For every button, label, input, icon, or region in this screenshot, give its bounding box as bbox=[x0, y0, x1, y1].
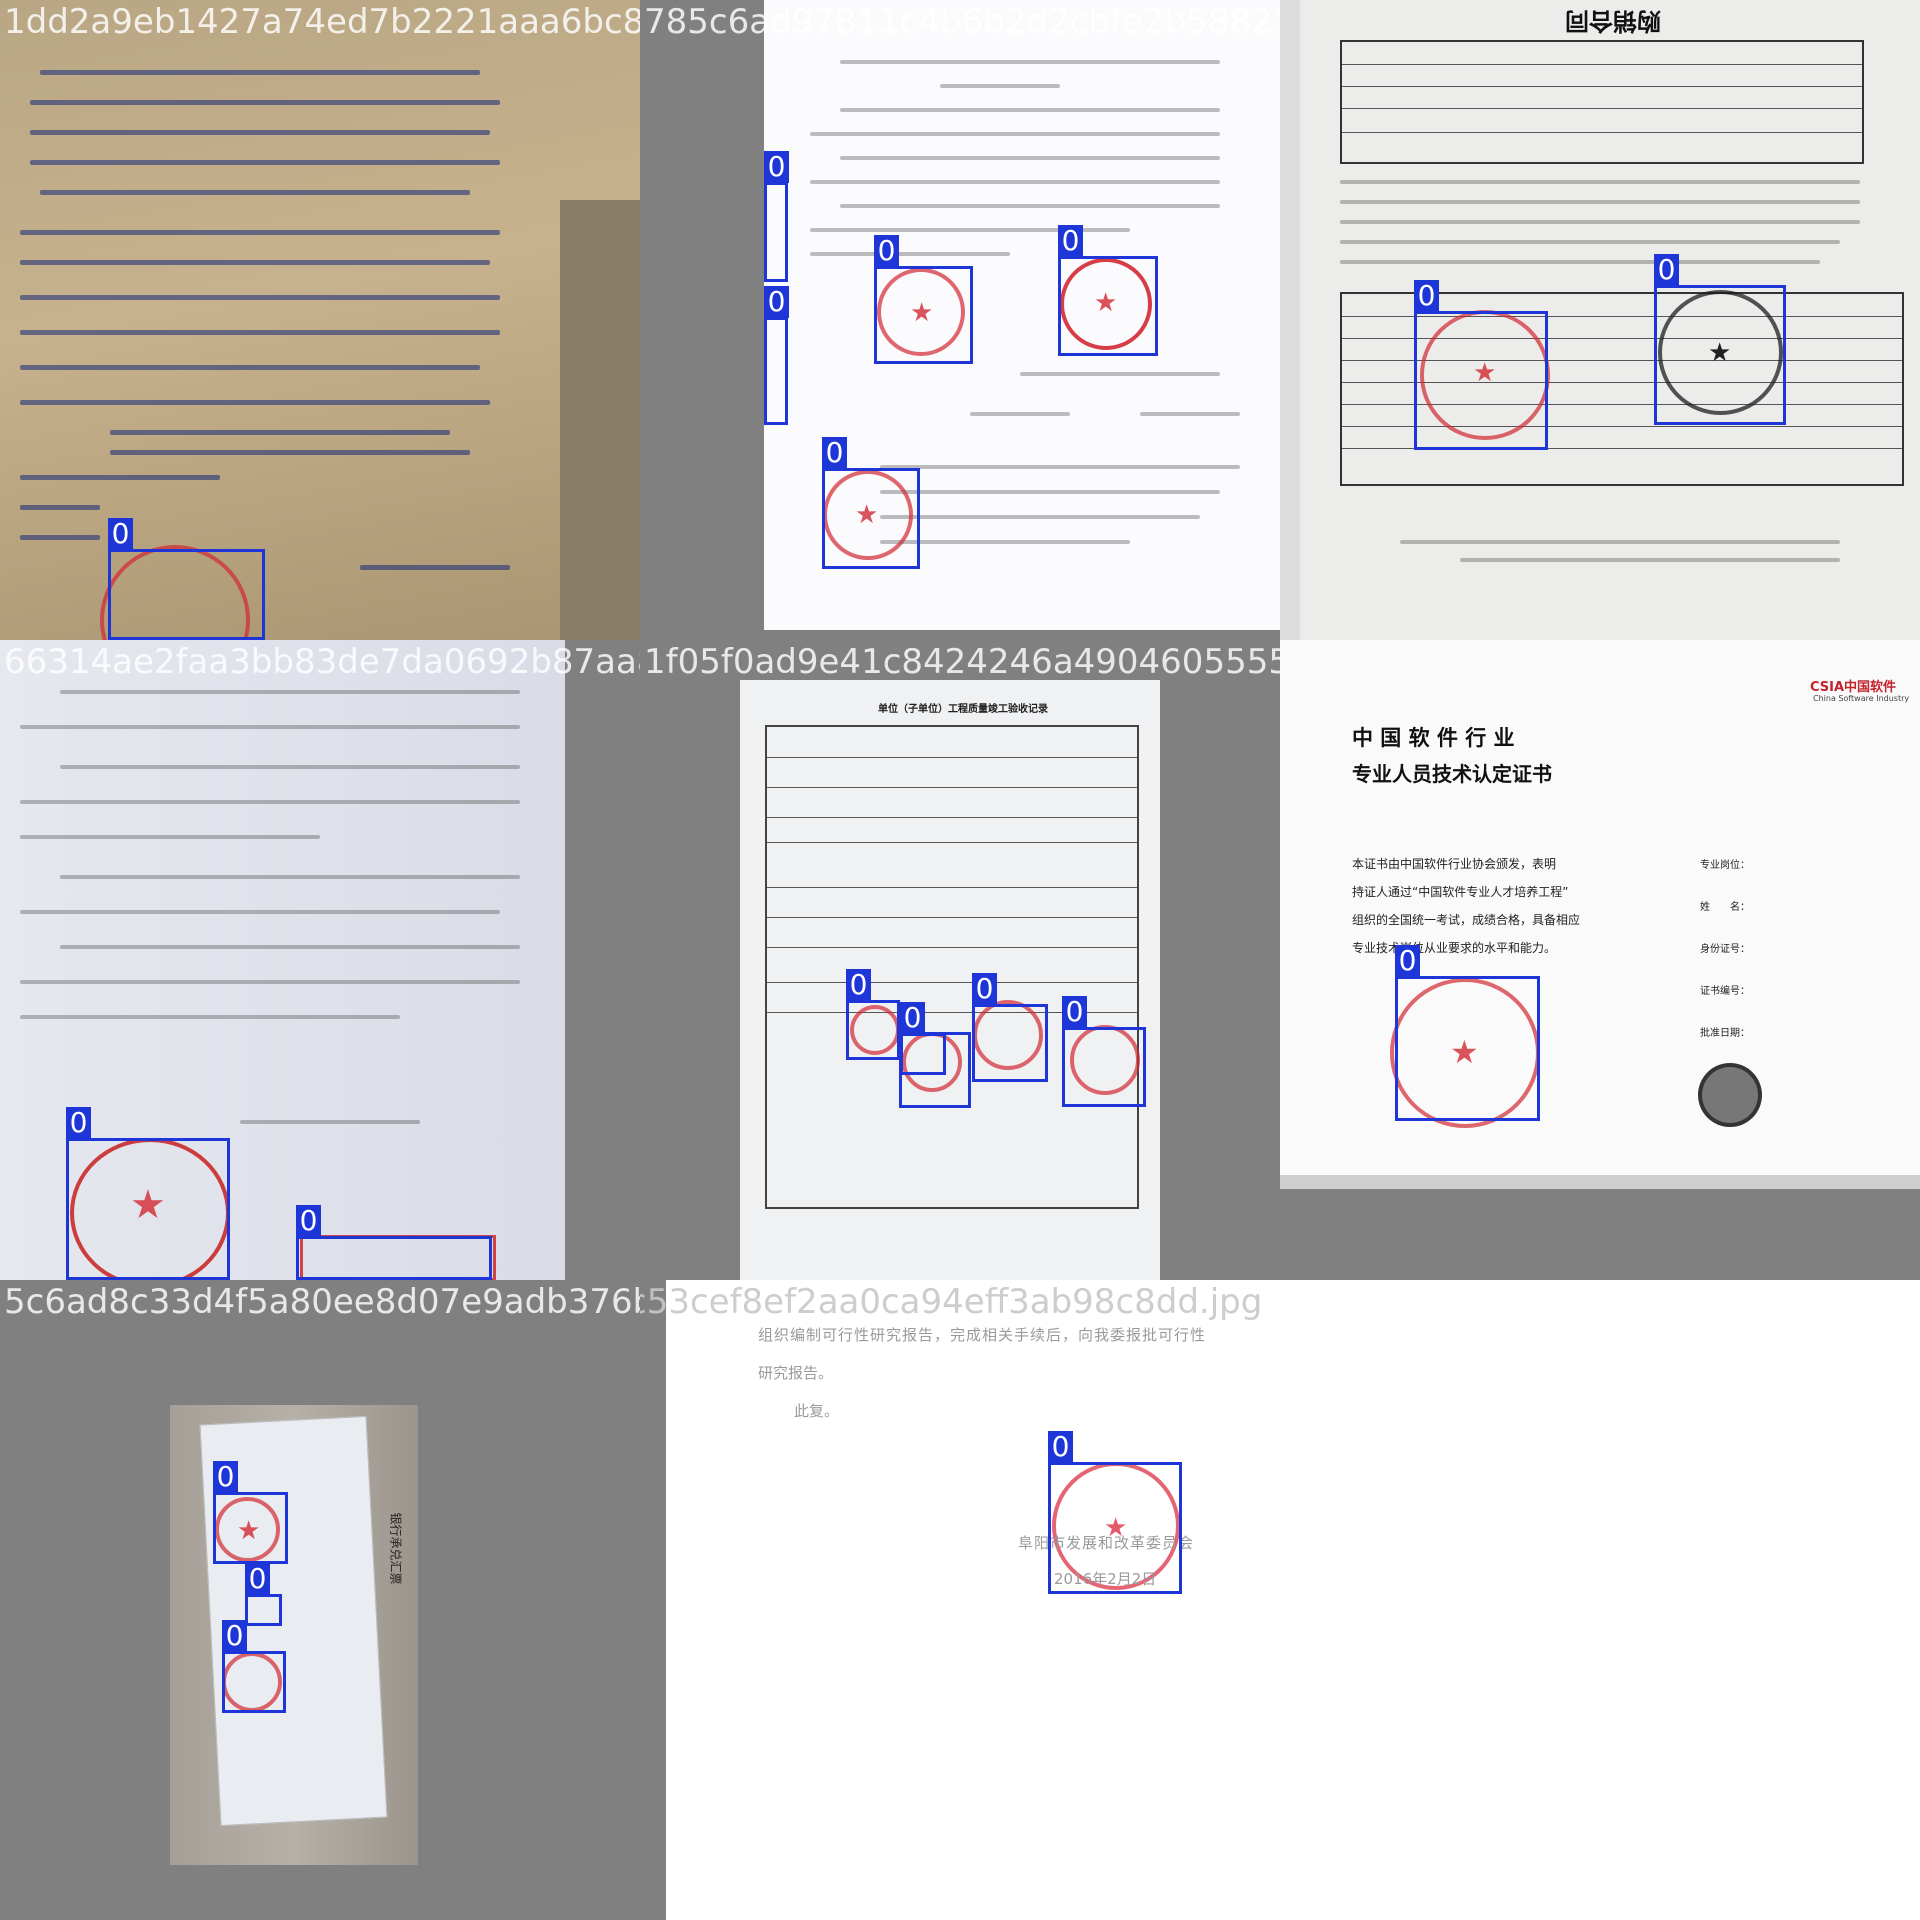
cert-body-line: 组织的全国统一考试，成绩合格，具备相应 bbox=[1352, 913, 1581, 927]
party-table bbox=[1340, 292, 1904, 486]
detection-label: 0 bbox=[1654, 254, 1679, 286]
detection-box: 0 bbox=[222, 1620, 286, 1713]
photo-seal bbox=[1698, 1063, 1762, 1127]
detection-box: 0 bbox=[296, 1205, 492, 1280]
bill-title: 银行承兑汇票 bbox=[388, 1512, 403, 1585]
paper-fold bbox=[560, 200, 640, 640]
detection-label: 0 bbox=[1414, 280, 1439, 312]
tile-7: 银行承兑汇票 ★ 0 0 0 5c6ad8c33d4f5a80ee8d07e9a… bbox=[0, 1280, 640, 1920]
detection-box: 0 bbox=[1048, 1431, 1182, 1594]
cert-body-line: 专业技术岗位从业要求的水平和能力。 bbox=[1352, 941, 1557, 955]
reply-date: 2016年2月2日 bbox=[1054, 1570, 1157, 1588]
acceptance-title: 单位（子单位）工程质量竣工验收记录 bbox=[878, 704, 1048, 715]
detection-box: 0 bbox=[108, 518, 265, 640]
detection-box: 0 bbox=[1414, 280, 1548, 450]
detection-label: 0 bbox=[213, 1461, 238, 1493]
tile-1: 0 1dd2a9eb1427a74ed7b2221aaa6bc8c78b.jpg bbox=[0, 0, 640, 640]
black-seal bbox=[1658, 290, 1783, 415]
cert-field: 批准日期： bbox=[1700, 1028, 1750, 1039]
tile-5: 单位（子单位）工程质量竣工验收记录 0 0 0 0 1f05f0ad9e41c8… bbox=[640, 640, 1280, 1280]
detection-box: 0 bbox=[874, 235, 973, 364]
red-seal bbox=[823, 470, 913, 560]
detection-label: 0 bbox=[764, 151, 789, 183]
reply-org: 阜阳市发展和改革委员会 bbox=[1018, 1534, 1195, 1552]
detection-label: 0 bbox=[846, 969, 871, 1001]
acceptance-table bbox=[765, 725, 1139, 1209]
red-seal bbox=[1060, 258, 1152, 350]
page bbox=[740, 680, 1160, 1280]
filename-label: 5c6ad8c33d4f5a80ee8d07e9adb376b0.jpg bbox=[4, 1282, 640, 1322]
certificate bbox=[1280, 640, 1920, 1189]
tile-8: 组织编制可行性研究报告，完成相关手续后，向我委报批可行性 研究报告。 此复。 ★… bbox=[640, 1280, 1920, 1920]
left-margin bbox=[640, 1280, 666, 1920]
detection-box bbox=[899, 1032, 971, 1108]
detection-label: 0 bbox=[222, 1620, 247, 1652]
detection-box: 0 bbox=[1058, 225, 1158, 356]
detection-box: 0 bbox=[245, 1563, 282, 1626]
detection-label: 0 bbox=[822, 437, 847, 469]
filename-label: 66314ae2faa3bb83de7da0692b87aa84.jpg bbox=[4, 642, 640, 682]
detection-box: 0 bbox=[846, 969, 900, 1060]
filename-label: 1f05f0ad9e41c8424246a490460555576 18b081… bbox=[644, 642, 1280, 682]
cert-logo: CSIA中国软件 bbox=[1810, 680, 1897, 695]
page bbox=[1300, 0, 1920, 640]
detection-label: 0 bbox=[1062, 996, 1087, 1028]
detection-label: 0 bbox=[1395, 945, 1420, 977]
red-seal bbox=[973, 1000, 1043, 1070]
filename-label: 1dd2a9eb1427a74ed7b2221aaa6bc8c78b.jpg bbox=[4, 2, 640, 42]
detection-label: 0 bbox=[972, 973, 997, 1005]
tile-6: CSIA中国软件 China Software Industry 中 国 软 件… bbox=[1280, 640, 1920, 1280]
tile-3: 购销合同 ★ ★ 0 0 bbox=[1280, 0, 1920, 640]
detection-label: 0 bbox=[1058, 225, 1083, 257]
red-seal bbox=[215, 1497, 280, 1562]
contract-title: 购销合同 bbox=[1565, 7, 1661, 36]
red-seal bbox=[877, 268, 965, 356]
detection-box: 0 bbox=[764, 286, 789, 425]
cert-body-line: 持证人通过“中国软件专业人才培养工程” bbox=[1352, 885, 1569, 899]
cert-subtitle: 专业人员技术认定证书 bbox=[1352, 762, 1552, 786]
cert-logo-sub: China Software Industry bbox=[1813, 694, 1910, 703]
detection-box: 0 bbox=[1395, 945, 1540, 1121]
detection-box: 0 bbox=[1062, 996, 1146, 1107]
detection-label: 0 bbox=[66, 1107, 91, 1139]
detection-label: 0 bbox=[764, 286, 789, 318]
tile-4: ★ 0 0 66314ae2faa3bb83de7da0692b87aa84.j… bbox=[0, 640, 640, 1280]
reply-line: 研究报告。 bbox=[758, 1364, 834, 1382]
cert-field: 专业岗位： bbox=[1700, 860, 1750, 871]
detection-box: 0 bbox=[764, 151, 789, 282]
tile-2: ★ ★ ★ 0 0 0 0 0 785c6ad97811c4b6b2d2cbfe… bbox=[640, 0, 1280, 640]
detection-label: 0 bbox=[245, 1563, 270, 1595]
detection-label: 0 bbox=[874, 235, 899, 267]
filename-label: 785c6ad97811c4b6b2d2cbfe2b58821.jpg bbox=[644, 2, 1280, 42]
detection-label: 0 bbox=[108, 518, 133, 550]
detection-box: 0 bbox=[822, 437, 920, 569]
detection-box: 0 bbox=[213, 1461, 288, 1564]
cert-body-line: 本证书由中国软件行业协会颁发，表明 bbox=[1352, 857, 1557, 871]
filename-label: c53cef8ef2aa0ca94eff3ab98c8dd.jpg bbox=[640, 1282, 1263, 1322]
detection-label: 0 bbox=[296, 1205, 321, 1237]
detection-box: 0 bbox=[66, 1107, 230, 1280]
detection-box: 0 bbox=[1654, 254, 1786, 425]
cert-field: 证书编号： bbox=[1700, 986, 1750, 997]
contract-table bbox=[1340, 40, 1864, 164]
cert-field: 身份证号： bbox=[1700, 944, 1750, 955]
detection-label: 0 bbox=[900, 1002, 925, 1034]
reply-line: 组织编制可行性研究报告，完成相关手续后，向我委报批可行性 bbox=[758, 1326, 1207, 1344]
aged-paper bbox=[0, 0, 640, 640]
cert-title: 中 国 软 件 行 业 bbox=[1352, 725, 1515, 750]
cert-field: 姓 名： bbox=[1700, 902, 1750, 913]
detection-label: 0 bbox=[1048, 1431, 1073, 1463]
detection-box: 0 bbox=[972, 973, 1048, 1082]
reply-line: 此复。 bbox=[794, 1402, 840, 1420]
